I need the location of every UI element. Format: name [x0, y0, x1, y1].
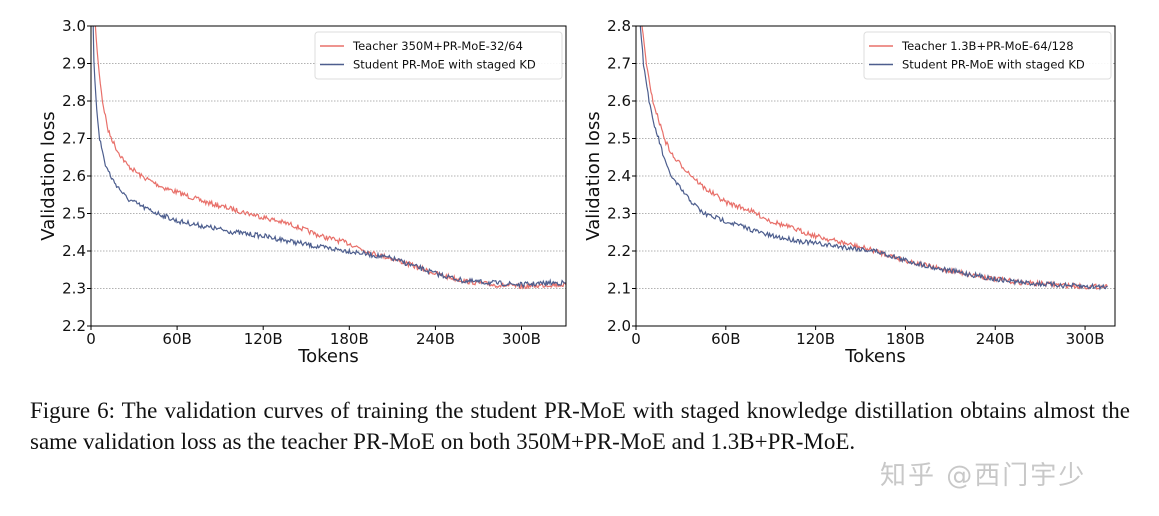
legend-box: [863, 31, 1112, 80]
x-tick-label: 300B: [1066, 330, 1105, 348]
y-tick-label: 2.4: [62, 242, 86, 260]
y-tick-label: 2.2: [607, 242, 631, 260]
y-axis-label: Validation loss: [583, 111, 604, 240]
x-tick-label: 180B: [330, 330, 369, 348]
y-axis-label: Validation loss: [38, 111, 59, 240]
series-line-student: [639, 26, 1108, 291]
y-tick-label: 2.8: [62, 92, 86, 110]
x-tick-label: 120B: [244, 330, 283, 348]
figure-caption: Figure 6: The validation curves of train…: [30, 398, 1130, 454]
y-tick-label: 2.8: [607, 17, 631, 35]
x-tick-label: 60B: [711, 330, 740, 348]
legend-label: Student PR-MoE with staged KD: [353, 58, 536, 72]
chart-0: 2.2 2.3 2.4 2.5 2.6 2.7 2.8 2.9 3.0 0 60B 120B 180B 2…: [38, 17, 567, 367]
y-tick-label: 2.3: [607, 205, 631, 223]
x-tick-label: 0: [86, 330, 96, 348]
x-tick-label: 0: [631, 330, 641, 348]
x-axis-label: Tokens: [297, 346, 359, 367]
y-tick-label: 3.0: [62, 17, 86, 35]
y-tick-label: 2.6: [62, 167, 86, 185]
y-tick-label: 2.5: [607, 130, 631, 148]
x-tick-label: 120B: [796, 330, 835, 348]
y-tick-label: 2.6: [607, 92, 631, 110]
x-axis-label: Tokens: [844, 346, 906, 367]
chart-1: 2.0 2.1 2.2 2.3 2.4 2.5 2.6 2.7 2.8 0 60B 120B 180B 2…: [583, 17, 1116, 367]
legend-box: [314, 31, 563, 80]
legend: Teacher 350M+PR-MoE-32/64 Student PR-MoE …: [314, 31, 563, 80]
y-tick-label: 2.5: [62, 205, 86, 223]
x-tick-label: 240B: [416, 330, 455, 348]
y-tick-label: 2.3: [62, 280, 86, 298]
y-tick-label: 2.4: [607, 167, 631, 185]
legend-label: Teacher 350M+PR-MoE-32/64: [352, 39, 523, 53]
x-tick-label: 60B: [162, 330, 191, 348]
legend-label: Student PR-MoE with staged KD: [902, 58, 1085, 72]
figure: 2.22.32.42.52.62.72.82.93.00 60B 120B 180B 2…: [38, 17, 1116, 367]
x-tick-label: 300B: [502, 330, 541, 348]
legend-label: Teacher 1.3B+PR-MoE-64/128: [901, 39, 1074, 53]
y-tick-label: 2.0: [607, 317, 631, 335]
plot-frame: [635, 25, 1116, 327]
y-tick-label: 2.1: [607, 280, 631, 298]
x-tick-label: 180B: [886, 330, 925, 348]
plot-frame: [90, 25, 567, 327]
y-tick-label: 2.2: [62, 317, 86, 335]
y-tick-label: 2.9: [62, 55, 86, 73]
y-tick-label: 2.7: [607, 55, 631, 73]
y-tick-label: 2.7: [62, 130, 86, 148]
legend: Teacher 1.3B+PR-MoE-64/128 Student PR-MoE…: [863, 31, 1112, 80]
series-line-student: [92, 26, 566, 289]
watermark: 知乎 @西门宇少: [880, 461, 1087, 491]
x-tick-label: 240B: [976, 330, 1015, 348]
